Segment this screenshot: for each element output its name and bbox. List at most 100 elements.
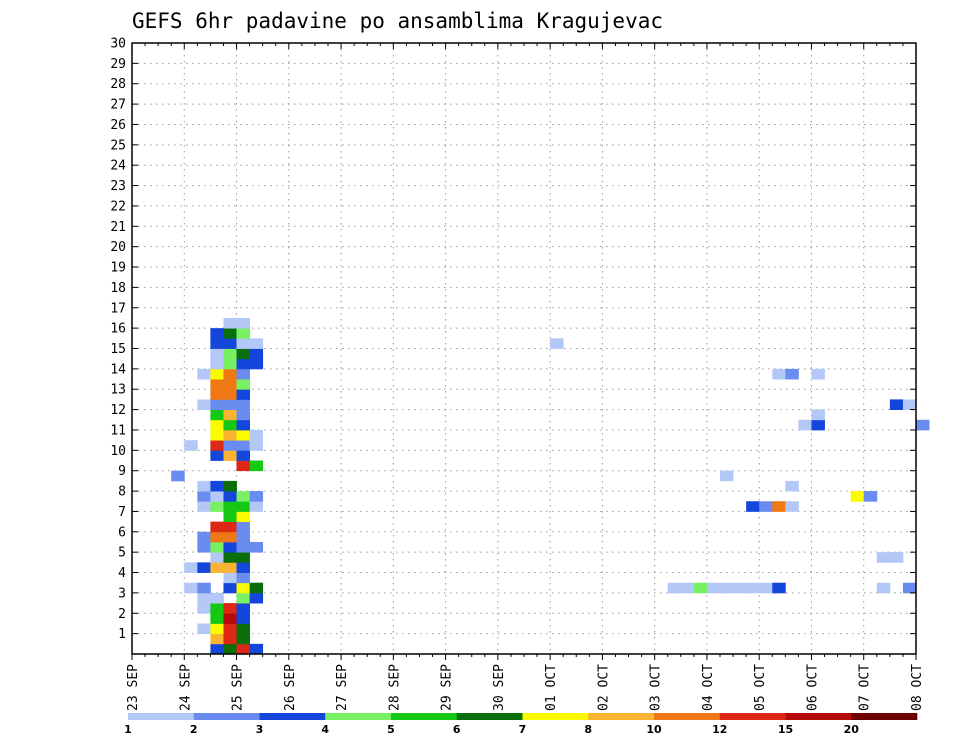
precip-cell <box>759 501 773 512</box>
colorbar-swatch <box>325 713 392 720</box>
colorbar-swatch <box>259 713 326 720</box>
y-tick-label: 11 <box>110 423 126 438</box>
x-tick-label: 03 OCT <box>649 664 664 711</box>
y-tick-label: 1 <box>118 627 126 642</box>
x-tick-label: 28 SEP <box>387 664 402 711</box>
y-tick-label: 6 <box>118 525 126 540</box>
y-tick-label: 17 <box>110 301 126 316</box>
precip-cell <box>223 501 237 512</box>
precip-cell <box>249 582 264 594</box>
precip-cell <box>249 429 264 441</box>
precip-cell <box>236 603 250 614</box>
precip-cell <box>223 450 237 461</box>
precip-cell <box>197 368 211 380</box>
precip-cell <box>223 419 237 431</box>
colorbar-label: 7 <box>519 723 527 736</box>
y-tick-label: 4 <box>118 566 126 581</box>
precip-cell <box>223 317 237 329</box>
precip-cell <box>236 521 250 533</box>
precip-cell <box>236 368 250 380</box>
precip-cell <box>210 358 224 370</box>
x-tick-label: 27 SEP <box>335 664 350 711</box>
precip-cell <box>197 603 211 614</box>
precip-cell <box>746 501 760 512</box>
precip-cell <box>785 501 799 512</box>
colorbar-swatch <box>654 713 721 720</box>
precip-cell <box>223 429 237 441</box>
y-tick-label: 8 <box>118 485 126 500</box>
precip-cell <box>197 562 211 573</box>
colorbar-swatch <box>785 713 852 720</box>
colorbar-label: 6 <box>453 723 461 736</box>
precip-cell <box>236 541 250 553</box>
precip-cell <box>236 511 250 523</box>
precip-cell <box>236 358 250 370</box>
y-tick-label: 16 <box>110 322 126 337</box>
x-tick-label: 02 OCT <box>596 664 611 711</box>
x-axis: 23 SEP 24 SEP 25 SEP 26 SEP 27 SEP 28 SEP 29 S… <box>126 43 925 711</box>
precip-cells <box>171 317 930 655</box>
precip-cell <box>785 480 799 492</box>
x-tick-label: 29 SEP <box>440 664 455 711</box>
precip-cell <box>916 419 930 431</box>
y-tick-label: 14 <box>110 362 126 377</box>
precip-cell <box>850 491 865 502</box>
y-tick-label: 27 <box>110 98 126 113</box>
precip-cell <box>210 592 224 604</box>
precip-cell <box>223 643 237 655</box>
precip-cell <box>197 592 211 604</box>
precip-cell <box>902 582 917 594</box>
precip-cell <box>210 531 224 543</box>
precip-cell <box>811 409 825 421</box>
precip-cell <box>249 592 264 604</box>
precip-cell <box>210 541 224 553</box>
colorbar-swatch <box>456 713 523 720</box>
precip-cell <box>223 603 237 614</box>
precip-cell <box>223 389 237 400</box>
colorbar-swatch <box>588 713 655 720</box>
precip-cell <box>720 470 734 482</box>
precip-cell <box>223 582 237 594</box>
precip-cell <box>249 501 264 512</box>
precip-cell <box>249 358 264 370</box>
precip-cell <box>210 521 224 533</box>
precip-cell <box>249 440 264 451</box>
precip-cell <box>223 409 237 421</box>
colorbar-label: 20 <box>844 723 860 736</box>
y-tick-label: 10 <box>110 444 126 459</box>
precip-cell <box>197 480 211 492</box>
precip-cell <box>223 480 237 492</box>
x-tick-label: 05 OCT <box>753 664 768 711</box>
precip-cell <box>236 582 250 594</box>
precip-cell <box>236 399 250 410</box>
colorbar-label: 12 <box>712 723 727 736</box>
y-tick-label: 29 <box>110 57 126 72</box>
precip-cell <box>249 491 264 502</box>
x-tick-label: 23 SEP <box>126 664 141 711</box>
precip-cell <box>223 572 237 584</box>
y-tick-label: 28 <box>110 77 126 92</box>
x-tick-label: 04 OCT <box>701 664 716 711</box>
precip-cell <box>210 419 224 431</box>
precip-cell <box>785 368 799 380</box>
colorbar-label: 10 <box>646 723 662 736</box>
x-tick-label: 01 OCT <box>544 664 559 711</box>
precip-cell <box>210 643 224 655</box>
precip-cell <box>236 379 250 390</box>
precip-cell <box>223 379 237 390</box>
y-tick-label: 9 <box>118 464 126 479</box>
precip-cell <box>210 623 224 635</box>
colorbar-swatch <box>128 713 195 720</box>
precip-cell <box>223 328 237 339</box>
precip-cell <box>236 429 250 441</box>
precip-cell <box>210 399 224 410</box>
precip-cell <box>733 582 747 594</box>
y-tick-label: 22 <box>110 199 126 214</box>
y-tick-label: 30 <box>110 37 126 52</box>
precip-cell <box>210 480 224 492</box>
precip-cell <box>236 450 250 461</box>
precip-cell <box>680 582 695 594</box>
colorbar-label: 3 <box>256 723 264 736</box>
colorbar-label: 1 <box>124 723 132 736</box>
precip-cell <box>210 603 224 614</box>
